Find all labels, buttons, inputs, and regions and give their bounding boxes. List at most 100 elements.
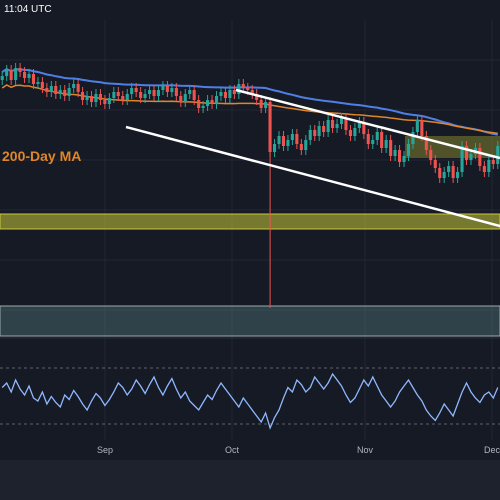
candle-body — [259, 100, 263, 108]
candle-body — [380, 132, 384, 148]
candle-body — [478, 148, 482, 166]
candle-body — [40, 82, 44, 88]
candle-body — [152, 90, 156, 96]
candle-body — [49, 86, 53, 92]
candle-body — [482, 166, 486, 172]
candle-body — [460, 146, 464, 172]
candle-body — [23, 72, 27, 78]
candle-body — [31, 74, 35, 84]
candle-body — [219, 92, 223, 96]
candle-body — [170, 88, 174, 92]
candle-body — [250, 90, 254, 94]
candle-body — [375, 132, 379, 140]
candle-body — [45, 88, 49, 92]
channel-lower-line — [125, 125, 500, 228]
candle-body — [206, 100, 210, 106]
x-tick-label: Oct — [225, 445, 240, 455]
chart-labels: 200-Day MA — [2, 148, 81, 164]
candle-body — [76, 84, 80, 92]
candle-body — [317, 126, 321, 136]
candle-body — [393, 150, 397, 156]
support-zone — [0, 213, 500, 230]
candle-body — [139, 92, 143, 98]
x-tick-label: Sep — [97, 445, 113, 455]
candle-body — [277, 136, 281, 144]
descending-channel — [125, 88, 500, 228]
candle-body — [353, 128, 357, 136]
candle-body — [313, 130, 317, 136]
bottom-toolbar — [0, 460, 500, 500]
candle-body — [188, 90, 192, 94]
oscillator-line — [1, 372, 499, 430]
candle-body — [402, 156, 406, 162]
blue-moving-average-line — [1, 67, 498, 136]
candle-body — [232, 90, 236, 94]
candle-body — [246, 88, 250, 90]
candle-body — [447, 166, 451, 172]
candle-body — [491, 160, 495, 164]
channel-upper-line — [235, 88, 500, 160]
candle-body — [304, 140, 308, 150]
candle-body — [241, 84, 245, 88]
candle-body — [456, 172, 460, 178]
candle-body — [348, 130, 352, 136]
candle-body — [398, 150, 402, 162]
candle-body — [54, 86, 58, 94]
candle-body — [98, 94, 102, 100]
candle-body — [183, 94, 187, 102]
candle-body — [165, 86, 169, 92]
candle-body — [134, 88, 138, 92]
candle-body — [107, 98, 111, 104]
candle-body — [112, 92, 116, 98]
candle-body — [94, 94, 98, 102]
candle-body — [14, 68, 18, 80]
candle-body — [366, 134, 370, 144]
candle-body — [273, 144, 277, 152]
candle-body — [67, 88, 71, 96]
candle-body — [116, 92, 120, 96]
gridlines — [0, 20, 500, 440]
candle-body — [125, 94, 129, 100]
candle-body — [192, 90, 196, 100]
candle-body — [85, 96, 89, 100]
candle-body — [121, 96, 125, 100]
candle-body — [281, 136, 285, 146]
candle-body — [429, 150, 433, 160]
candle-body — [424, 136, 428, 150]
candle-body — [223, 92, 227, 98]
candle-body — [420, 120, 424, 136]
candle-body — [237, 84, 241, 94]
candle-body — [451, 166, 455, 178]
candle-body — [344, 118, 348, 130]
candle-body — [36, 82, 40, 84]
candle-body — [438, 168, 442, 178]
candle-body — [174, 88, 178, 96]
candle-body — [384, 140, 388, 148]
candle-body — [9, 70, 13, 80]
candle-body — [335, 124, 339, 128]
candle-body — [58, 90, 62, 94]
candle-body — [290, 134, 294, 140]
candle-body — [286, 140, 290, 146]
candle-body — [433, 160, 437, 168]
oscillator-panel — [0, 337, 500, 430]
candle-body — [371, 140, 375, 144]
candle-body — [90, 96, 94, 102]
candle-body — [103, 100, 107, 104]
candle-body — [411, 132, 415, 144]
candle-body — [295, 134, 299, 144]
candle-body — [161, 86, 165, 90]
candle-body — [496, 146, 500, 164]
candle-body — [362, 122, 366, 134]
moving-averages — [1, 67, 498, 136]
candle-body — [487, 160, 491, 172]
candle-body — [442, 172, 446, 178]
candle-body — [63, 90, 67, 96]
time-axis: Sep Oct Nov Dec — [0, 440, 500, 500]
lower-demand-zone — [0, 305, 500, 337]
candle-body — [156, 90, 160, 96]
candle-body — [322, 126, 326, 132]
candlesticks — [0, 63, 500, 308]
